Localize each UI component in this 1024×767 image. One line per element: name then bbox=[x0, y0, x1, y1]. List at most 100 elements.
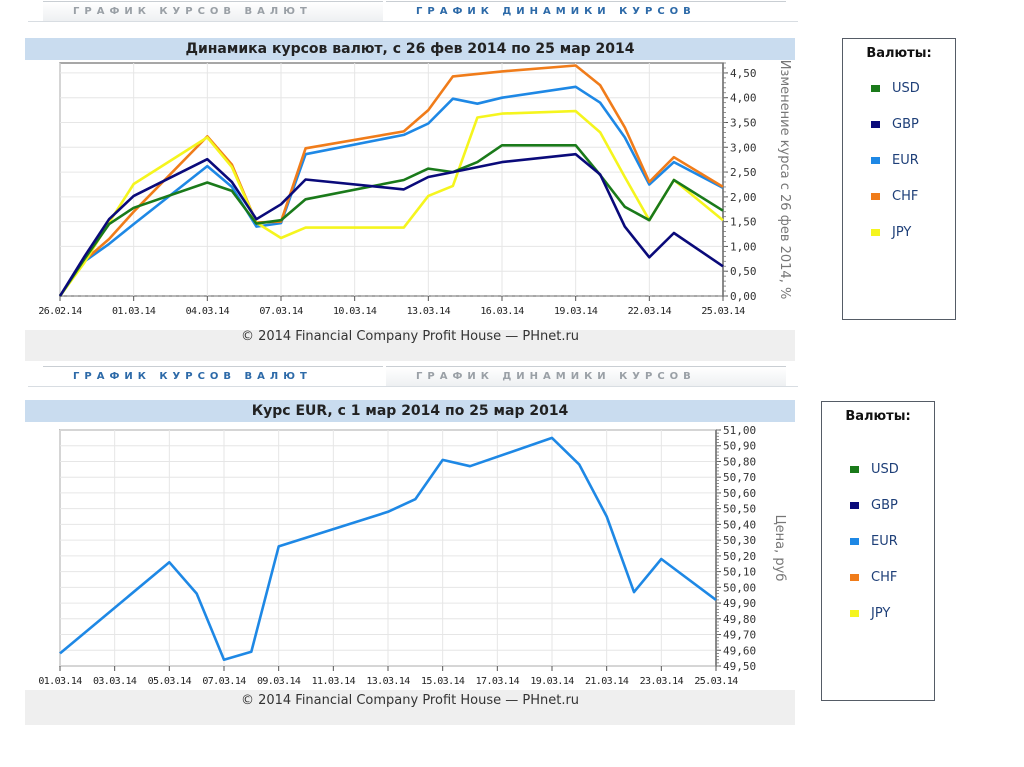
x-tick-label: 15.03.14 bbox=[421, 676, 465, 687]
y-tick-label: 50,70 bbox=[723, 471, 756, 484]
x-tick-label: 07.03.14 bbox=[259, 306, 303, 317]
x-tick-label: 26.02.14 bbox=[38, 306, 82, 317]
y-tick-label: 49,90 bbox=[723, 597, 756, 610]
swatch-jpy-icon bbox=[850, 610, 859, 617]
series-line-jpy bbox=[58, 109, 724, 297]
swatch-chf-icon bbox=[871, 193, 880, 200]
legend-1-item-gbp[interactable]: GBP bbox=[871, 117, 919, 133]
legend-2-title: Валюты: bbox=[845, 409, 911, 424]
y-tick-label: 1,00 bbox=[730, 240, 757, 253]
x-tick-label: 01.03.14 bbox=[112, 306, 156, 317]
x-tick-label: 05.03.14 bbox=[148, 676, 192, 687]
legend-label: GBP bbox=[871, 498, 898, 513]
y-tick-label: 50,40 bbox=[723, 518, 756, 531]
x-tick-label: 01.03.14 bbox=[38, 676, 82, 687]
x-tick-label: 22.03.14 bbox=[628, 306, 672, 317]
tab-rate-dynamics[interactable]: ГРАФИК ДИНАМИКИ КУРСОВ bbox=[386, 1, 786, 21]
y-tick-label: 50,80 bbox=[723, 455, 756, 468]
legend-2-item-gbp[interactable]: GBP bbox=[850, 498, 898, 514]
series-line-eur bbox=[59, 436, 717, 662]
legend-2-item-usd[interactable]: USD bbox=[850, 462, 899, 478]
chart2-title: Курс EUR, с 1 мар 2014 по 25 мар 2014 bbox=[25, 400, 795, 422]
x-tick-label: 03.03.14 bbox=[93, 676, 137, 687]
x-tick-label: 21.03.14 bbox=[585, 676, 629, 687]
legend-label: GBP bbox=[892, 117, 919, 132]
y-tick-label: 0,50 bbox=[730, 265, 757, 278]
legend-2-item-jpy[interactable]: JPY bbox=[850, 606, 890, 622]
x-tick-label: 09.03.14 bbox=[257, 676, 301, 687]
chart1-copyright: © 2014 Financial Company Profit House — … bbox=[240, 329, 580, 344]
y-tick-label: 50,50 bbox=[723, 503, 756, 516]
swatch-usd-icon bbox=[850, 466, 859, 473]
x-tick-label: 04.03.14 bbox=[186, 306, 230, 317]
swatch-eur-icon bbox=[871, 157, 880, 164]
y-tick-label: 4,00 bbox=[730, 92, 757, 105]
swatch-chf-icon bbox=[850, 574, 859, 581]
chart2-svg: 49,50 49,60 49,70 49,80 49,90 50,00 50,10 50,20… bbox=[38, 424, 787, 687]
legend-1-item-jpy[interactable]: JPY bbox=[871, 225, 911, 241]
tab-rate-dynamics-2[interactable]: ГРАФИК ДИНАМИКИ КУРСОВ bbox=[386, 366, 786, 386]
x-tick-label: 19.03.14 bbox=[530, 676, 574, 687]
legend-label: EUR bbox=[871, 534, 898, 549]
y-tick-label: 0,00 bbox=[730, 290, 757, 303]
legend-2: Валюты: USD GBP EUR CHF JPY bbox=[821, 401, 935, 701]
chart1-title: Динамика курсов валют, с 26 фев 2014 по … bbox=[25, 38, 795, 60]
y-axis-label: Изменение курса с 26 фев 2014, % bbox=[777, 60, 792, 300]
x-tick-label: 16.03.14 bbox=[480, 306, 524, 317]
x-tick-label: 11.03.14 bbox=[312, 676, 356, 687]
x-tick-label: 13.03.14 bbox=[407, 306, 451, 317]
x-tick-label: 23.03.14 bbox=[640, 676, 684, 687]
legend-2-item-eur[interactable]: EUR bbox=[850, 534, 898, 550]
top-tab-bar: ГРАФИК КУРСОВ ВАЛЮТ ГРАФИК ДИНАМИКИ КУРС… bbox=[28, 1, 798, 23]
legend-label: JPY bbox=[871, 606, 891, 621]
y-tick-label: 51,00 bbox=[723, 424, 756, 437]
y-tick-label: 49,50 bbox=[723, 660, 756, 673]
swatch-eur-icon bbox=[850, 538, 859, 545]
bottom-tab-bar: ГРАФИК КУРСОВ ВАЛЮТ ГРАФИК ДИНАМИКИ КУРС… bbox=[28, 366, 798, 388]
tab-divider-2 bbox=[28, 386, 798, 387]
tab-currency-rates-2[interactable]: ГРАФИК КУРСОВ ВАЛЮТ bbox=[43, 366, 383, 386]
y-tick-label: 2,00 bbox=[730, 191, 757, 204]
plot-frame bbox=[59, 62, 724, 297]
legend-label: JPY bbox=[892, 225, 912, 240]
legend-label: CHF bbox=[871, 570, 898, 585]
swatch-jpy-icon bbox=[871, 229, 880, 236]
legend-label: EUR bbox=[892, 153, 919, 168]
y-tick-label: 3,00 bbox=[730, 141, 757, 154]
legend-1: Валюты: USD GBP EUR CHF JPY bbox=[842, 38, 956, 320]
series-line-chf bbox=[58, 64, 724, 297]
series-line-gbp bbox=[58, 152, 724, 297]
y-tick-label: 49,80 bbox=[723, 613, 756, 626]
swatch-gbp-icon bbox=[850, 502, 859, 509]
legend-label: USD bbox=[892, 81, 920, 96]
y-tick-label: 50,60 bbox=[723, 487, 756, 500]
y-tick-label: 49,70 bbox=[723, 629, 756, 642]
x-tick-label: 25.03.14 bbox=[701, 306, 745, 317]
y-tick-label: 50,30 bbox=[723, 534, 756, 547]
tab-currency-rates[interactable]: ГРАФИК КУРСОВ ВАЛЮТ bbox=[43, 1, 383, 21]
legend-1-title: Валюты: bbox=[866, 46, 932, 61]
x-tick-label: 19.03.14 bbox=[554, 306, 598, 317]
x-tick-label: 25.03.14 bbox=[694, 676, 738, 687]
x-tick-label: 07.03.14 bbox=[202, 676, 246, 687]
legend-1-item-chf[interactable]: CHF bbox=[871, 189, 918, 205]
legend-1-item-usd[interactable]: USD bbox=[871, 81, 920, 97]
y-tick-label: 3,50 bbox=[730, 116, 757, 129]
chart1-svg: 0,00 0,50 1,00 1,50 2,00 2,50 3,00 3,50 4,00 4,50… bbox=[38, 60, 792, 317]
tab-divider bbox=[28, 21, 798, 22]
y-tick-label: 50,10 bbox=[723, 566, 756, 579]
y-tick-label: 4,50 bbox=[730, 67, 757, 80]
y-tick-label: 50,00 bbox=[723, 581, 756, 594]
x-tick-label: 10.03.14 bbox=[333, 306, 377, 317]
x-tick-label: 13.03.14 bbox=[366, 676, 410, 687]
y-axis-label: Цена, руб bbox=[772, 515, 787, 582]
series-line-usd bbox=[58, 144, 724, 297]
chart2-copyright: © 2014 Financial Company Profit House — … bbox=[240, 693, 580, 708]
swatch-gbp-icon bbox=[871, 121, 880, 128]
legend-label: CHF bbox=[892, 189, 919, 204]
y-tick-label: 50,20 bbox=[723, 550, 756, 563]
legend-label: USD bbox=[871, 462, 899, 477]
y-tick-label: 49,60 bbox=[723, 644, 756, 657]
legend-2-item-chf[interactable]: CHF bbox=[850, 570, 897, 586]
legend-1-item-eur[interactable]: EUR bbox=[871, 153, 919, 169]
